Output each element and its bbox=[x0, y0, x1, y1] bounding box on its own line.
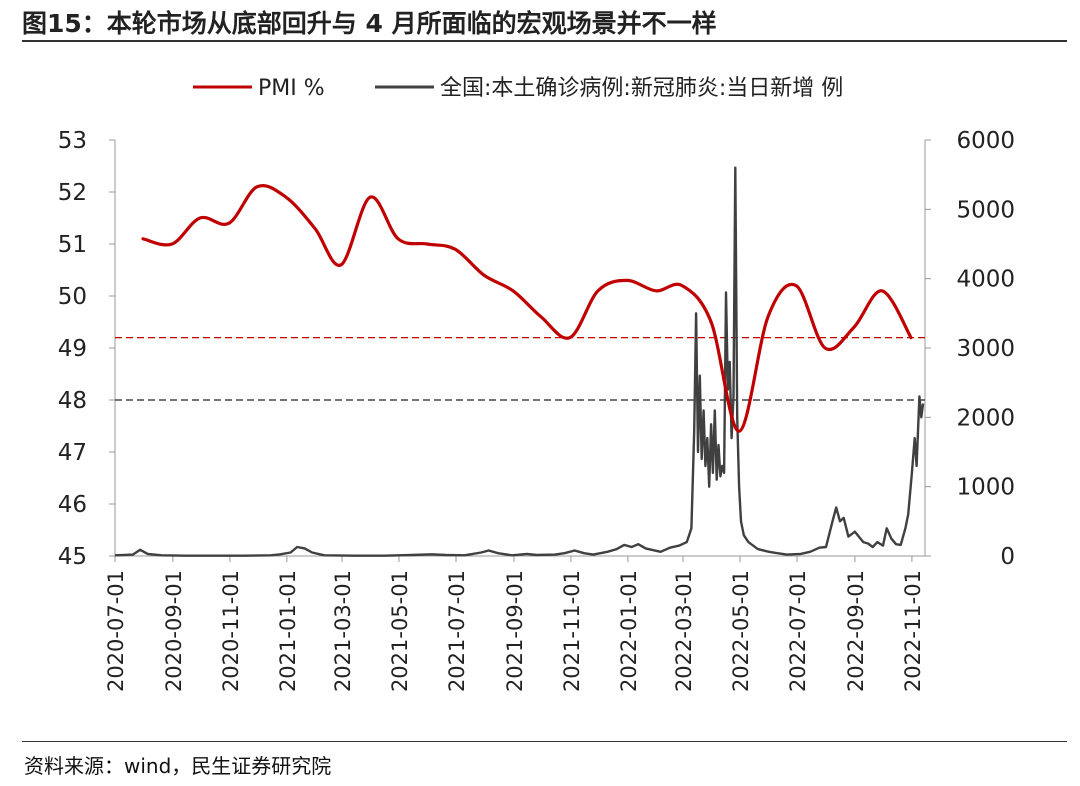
chart-series bbox=[114, 166, 925, 557]
x-tick-label: 2021-09-01 bbox=[503, 570, 527, 692]
reference-lines bbox=[115, 336, 925, 401]
chart: PMI % 全国:本土确诊病例:新冠肺炎:当日新增 例 45 46 47 48 49 50… bbox=[58, 76, 1015, 692]
legend-label-cases: 全国:本土确诊病例:新冠肺炎:当日新增 例 bbox=[440, 76, 843, 101]
x-tick-label: 2020-09-01 bbox=[162, 570, 186, 692]
series-line-cases bbox=[114, 166, 925, 557]
y-right-tick-label: 2000 bbox=[956, 405, 1015, 431]
y-left-tick-label: 50 bbox=[58, 284, 87, 310]
y-left-tick-label: 51 bbox=[58, 232, 87, 258]
y-right-tick-label: 3000 bbox=[956, 336, 1015, 362]
x-tick-label: 2021-07-01 bbox=[445, 570, 469, 692]
x-tick-label: 2022-01-01 bbox=[617, 570, 641, 692]
y-right-tick-label: 0 bbox=[1000, 544, 1015, 570]
x-tick-label: 2022-09-01 bbox=[844, 570, 868, 692]
y-right-tick-label: 4000 bbox=[956, 267, 1015, 293]
figure-title: 图15：本轮市场从底部回升与 4 月所面临的宏观场景并不一样 bbox=[22, 9, 717, 38]
series-line-pmi bbox=[141, 184, 913, 433]
footer-rule bbox=[22, 741, 1067, 742]
x-tick-label: 2021-05-01 bbox=[388, 570, 412, 692]
x-tick-label: 2022-05-01 bbox=[729, 570, 753, 692]
x-tick-label: 2022-11-01 bbox=[901, 570, 925, 692]
y-left-tick-label: 46 bbox=[58, 492, 87, 518]
y-right-tick-label: 6000 bbox=[956, 128, 1015, 154]
y-left-tick-label: 48 bbox=[58, 388, 87, 414]
chart-axes: 45 46 47 48 49 50 51 52 53 0 1000 2000 3000 4000 5000 6… bbox=[58, 128, 1015, 692]
x-tick-label: 2021-03-01 bbox=[331, 570, 355, 692]
title-underline bbox=[22, 40, 1067, 42]
y-left-tick-label: 49 bbox=[58, 336, 87, 362]
y-right-tick-label: 1000 bbox=[956, 475, 1015, 501]
x-tick-label: 2020-07-01 bbox=[104, 570, 128, 692]
x-tick-label: 2022-03-01 bbox=[672, 570, 696, 692]
chart-legend: PMI % 全国:本土确诊病例:新冠肺炎:当日新增 例 bbox=[193, 76, 843, 101]
x-tick-label: 2022-07-01 bbox=[786, 570, 810, 692]
source-note: 资料来源：wind，民生证券研究院 bbox=[24, 754, 332, 778]
y-left-tick-label: 52 bbox=[58, 180, 87, 206]
y-right-tick-label: 5000 bbox=[956, 197, 1015, 223]
x-tick-label: 2021-11-01 bbox=[560, 570, 584, 692]
y-left-tick-label: 53 bbox=[58, 128, 87, 154]
x-tick-label: 2021-01-01 bbox=[276, 570, 300, 692]
y-left-tick-label: 45 bbox=[58, 544, 87, 570]
y-left-tick-label: 47 bbox=[58, 440, 87, 466]
legend-label-pmi: PMI % bbox=[258, 76, 325, 101]
x-tick-label: 2020-11-01 bbox=[219, 570, 243, 692]
